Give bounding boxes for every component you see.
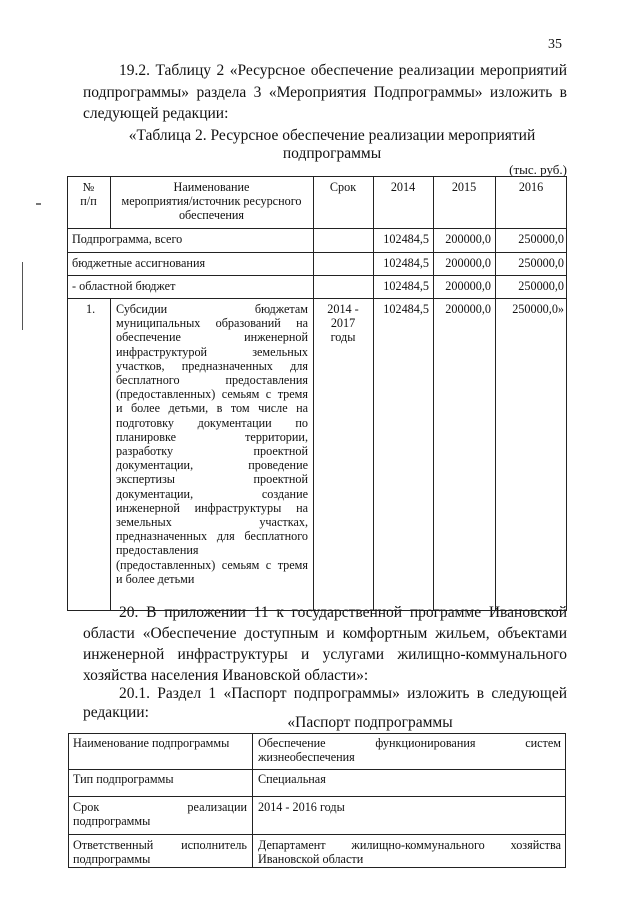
item-name-line: (предоставленных) семьям с тремя — [116, 387, 308, 402]
row-label: Подпрограмма, всего — [72, 232, 183, 246]
passport-value-line: 2014 - 2016 годы — [258, 800, 345, 814]
paragraph-20-1-line: редакции: — [83, 704, 149, 721]
header-name: Наименование мероприятия/источник ресурс… — [110, 180, 313, 223]
passport-value: Обеспечение функционирования систем жизне… — [258, 736, 561, 764]
table-unit: (тыс. руб.) — [509, 162, 567, 177]
passport-label-line: подпрограммы — [73, 814, 151, 829]
passport-value-line: Департамент жилищно-коммунального хозяйс… — [258, 838, 561, 852]
scan-mark — [22, 262, 23, 330]
header-name-line: Наименование — [173, 180, 250, 194]
paragraph-20-line: инженерной инфраструктуры и услугами жил… — [83, 646, 567, 663]
value-2016: 250000,0 — [518, 256, 564, 270]
passport-label-line: Наименование подпрограммы — [73, 736, 230, 750]
value-2015: 200000,0 — [445, 232, 491, 246]
item-term-line: 2014 - — [327, 302, 359, 316]
value-2016: 250000,0 — [518, 279, 564, 293]
paragraph-20-line: области «Обеспечение доступным и комфорт… — [83, 625, 567, 642]
passport-value-line: жизнеобеспечения — [258, 750, 355, 765]
item-name-line: (предоставленных) семьям с тремя — [116, 557, 308, 572]
item-name: Субсидии бюджетам муниципальных образован… — [116, 302, 308, 586]
header-num-line: п/п — [80, 194, 97, 209]
value-2014: 102484,5 — [383, 256, 429, 270]
item-name-line: и более детьми — [116, 571, 195, 586]
passport-label: Тип подпрограммы — [73, 772, 247, 786]
paragraph-20-line: 20. В приложении 11 к государственной пр… — [119, 604, 567, 621]
item-name-line: обеспечение инженерной — [116, 330, 308, 345]
page-number: 35 — [548, 37, 562, 52]
paragraph-19-2-line: следующей редакции: — [83, 105, 229, 122]
item-name-line: инфраструктурой земельных — [116, 344, 308, 359]
item-name-line: разработку проектной — [116, 444, 308, 459]
item-name-line: подготовку документации по — [116, 415, 308, 430]
item-name-line: и более детьми, в том числе на — [116, 401, 308, 416]
item-name-line: экспертизы проектной — [116, 472, 308, 487]
item-name-line: участков, предназначенных для — [116, 358, 308, 373]
scan-mark — [36, 203, 41, 205]
paragraph-20-1-line: 20.1. Раздел 1 «Паспорт подпрограммы» из… — [119, 685, 567, 702]
header-name-line: обеспечения — [178, 208, 245, 223]
passport-value: 2014 - 2016 годы — [258, 800, 561, 814]
item-term-line: годы — [330, 330, 356, 345]
passport-label: Наименование подпрограммы — [73, 736, 247, 750]
item-name-line: документации, проведение — [116, 458, 308, 473]
item-2014: 102484,5 — [383, 302, 429, 316]
header-2014: 2014 — [390, 180, 416, 194]
passport-label-line: Срок реализации — [73, 800, 247, 814]
passport-title: «Паспорт подпрограммы — [287, 714, 453, 731]
item-name-line: инженерной инфраструктуры на — [116, 500, 308, 515]
header-num: № п/п — [67, 180, 110, 208]
item-term-line: 2017 — [330, 316, 356, 331]
value-2014: 102484,5 — [383, 232, 429, 246]
header-2016: 2016 — [518, 180, 544, 194]
item-name-line: муниципальных образований на — [116, 316, 308, 331]
table-title-line-2: подпрограммы — [282, 145, 382, 162]
item-2016: 250000,0» — [512, 302, 564, 316]
value-2015: 200000,0 — [445, 256, 491, 270]
item-name-line: предоставления — [116, 543, 199, 558]
value-2016: 250000,0 — [518, 232, 564, 246]
passport-value: Департамент жилищно-коммунального хозяйс… — [258, 838, 561, 866]
passport-value-line: Специальная — [258, 772, 326, 786]
header-2015: 2015 — [451, 180, 477, 194]
passport-label: Срок реализации подпрограммы — [73, 800, 247, 828]
item-term: 2014 -2017 годы — [313, 302, 373, 345]
passport-value-line: Обеспечение функционирования систем — [258, 736, 561, 750]
value-2015: 200000,0 — [445, 279, 491, 293]
item-2015: 200000,0 — [445, 302, 491, 316]
paragraph-19-2-line: 19.2. Таблицу 2 «Ресурсное обеспечение р… — [119, 62, 567, 79]
item-name-line: предназначенных для бесплатного — [116, 529, 308, 544]
item-name-line: планировке территории, — [116, 429, 308, 444]
paragraph-20-line: хозяйства населения Ивановской области»: — [83, 667, 369, 684]
passport-label-line: Тип подпрограммы — [73, 772, 174, 786]
item-name-line: земельных участках, — [116, 515, 308, 530]
row-label: бюджетные ассигнования — [72, 256, 206, 270]
passport-label-line: Ответственный исполнитель — [73, 838, 247, 852]
item-name-line: бесплатного предоставления — [116, 373, 308, 388]
passport-value: Специальная — [258, 772, 561, 786]
item-name-line: Субсидии бюджетам — [116, 302, 308, 316]
value-2014: 102484,5 — [383, 279, 429, 293]
passport-label: Ответственный исполнитель подпрограммы — [73, 838, 247, 866]
header-num-line: № — [82, 180, 95, 194]
paragraph-19-2-line: подпрограммы» раздела 3 «Мероприятия Под… — [83, 84, 567, 101]
passport-value-line: Ивановской области — [258, 852, 364, 867]
item-name-line: документации, создание — [116, 486, 308, 501]
table-title-line-1: «Таблица 2. Ресурсное обеспечение реализ… — [128, 127, 536, 144]
row-label: - областной бюджет — [72, 279, 176, 293]
header-term: Срок — [329, 180, 357, 194]
header-name-line: мероприятия/источник ресурсного — [121, 194, 302, 209]
passport-label-line: подпрограммы — [73, 852, 151, 867]
item-number: 1. — [86, 302, 96, 316]
